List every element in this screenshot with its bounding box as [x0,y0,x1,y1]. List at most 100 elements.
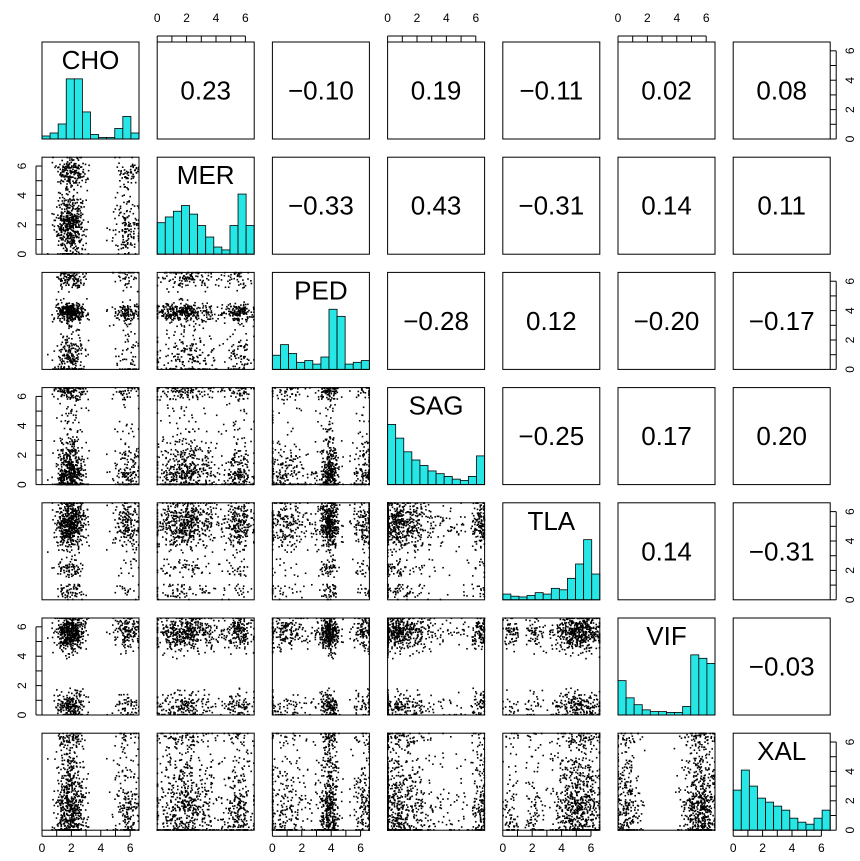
scatter-point [204,413,206,415]
scatter-point [246,459,248,461]
scatter-point [203,463,205,465]
scatter-point [356,413,358,415]
scatter-point [84,229,86,231]
scatter-point [73,189,75,191]
scatter-point [83,470,85,472]
scatter-point [200,354,202,356]
scatter-point [207,450,209,452]
scatter-point [174,444,176,446]
scatter-point [60,438,62,440]
scatter-point [198,473,200,475]
scatter-point [66,226,68,228]
scatter-point [86,229,88,231]
scatter-point [127,177,129,179]
scatter-point [67,421,69,423]
scatter-point [166,451,168,453]
scatter-point [227,339,229,341]
scatter-point [76,180,78,182]
scatter-point [133,176,135,178]
scatter-point [66,358,68,360]
scatter-point [119,212,121,214]
scatter-point [127,479,129,481]
scatter-point [182,350,184,352]
scatter-point [114,308,116,310]
scatter-point [63,475,65,477]
scatter-point [230,395,232,397]
scatter-point [62,169,64,171]
scatter-point [166,474,168,476]
hist-bar [345,364,353,369]
scatter-point [179,277,181,279]
scatter-point [224,322,226,324]
scatter-point [71,315,73,317]
scatter-point [193,311,195,313]
scatter-point [55,165,57,167]
scatter-point [160,350,162,352]
hist-bar [131,133,139,139]
scatter-point [194,439,196,441]
scatter-point [130,208,132,210]
scatter-point [247,278,249,280]
scatter-point [127,326,129,328]
scatter-point [122,476,124,478]
scatter-point [185,464,187,466]
scatter-point [162,454,164,456]
scatter-point [177,461,179,463]
scatter-point [77,430,79,432]
scatter-point [60,456,62,458]
scatter-point [71,158,73,160]
correlation-value: −0.33 [288,191,354,221]
scatter-point [79,396,81,398]
scatter-point [236,354,238,356]
scatter-point [231,465,233,467]
scatter-point [69,471,71,473]
scatter-point [202,276,204,278]
scatter-point [285,445,287,447]
scatter-point [122,482,124,484]
scatter-point [210,471,212,473]
scatter-point [106,472,108,474]
scatter-point [136,303,138,305]
scatter-point [72,436,74,438]
scatter-point [78,478,80,480]
scatter-point [187,315,189,317]
scatter-point [173,454,175,456]
scatter-point [122,391,124,393]
scatter-point [231,392,233,394]
scatter-point [129,196,131,198]
scatter-point [79,208,81,210]
scatter-point [173,480,175,482]
scatter-point [231,463,233,465]
scatter-point [279,444,281,446]
scatter-point [166,330,168,332]
scatter-point [79,392,81,394]
scatter-point [181,389,183,391]
scatter-point [233,422,235,424]
scatter-point [75,464,77,466]
scatter-point [194,467,196,469]
scatter-point [75,245,77,247]
scatter-point [60,299,62,301]
scatter-point [192,277,194,279]
scatter-point [235,396,237,398]
scatter-point [327,445,329,447]
scatter-point [134,165,136,167]
scatter-point [63,461,65,463]
scatter-point [186,313,188,315]
scatter-point [78,252,80,254]
scatter-point [245,285,247,287]
scatter-point [127,473,129,475]
scatter-point [177,348,179,350]
scatter-point [72,303,74,305]
correlation-value: 0.11 [757,191,806,221]
scatter-point [229,469,231,471]
scatter-point [165,457,167,459]
scatter-point [321,471,323,473]
scatter-point [252,476,254,478]
scatter-point [221,279,223,281]
scatter-point [130,309,132,311]
scatter-point [247,344,249,346]
scatter-point [183,329,185,331]
scatter-point [59,310,61,312]
scatter-point [184,415,186,417]
